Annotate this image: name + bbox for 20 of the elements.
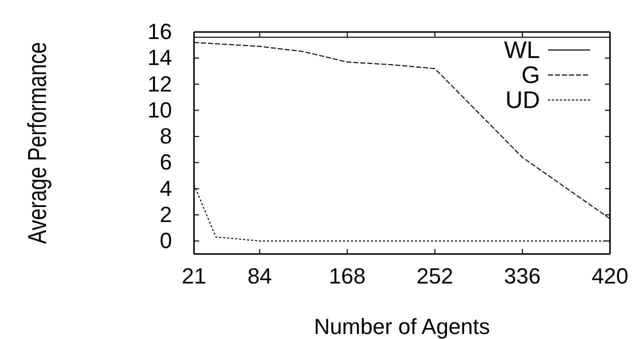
y-tick-label: 6	[160, 150, 172, 175]
x-tick-label: 21	[182, 264, 206, 289]
x-axis-title: Number of Agents	[314, 314, 490, 339]
legend-label: UD	[505, 87, 540, 114]
y-tick-label: 14	[148, 45, 172, 70]
y-tick-label: 12	[148, 71, 172, 96]
y-tick-label: 10	[148, 97, 172, 122]
legend-label: G	[521, 62, 540, 89]
y-axis-title: Average Performance	[22, 42, 52, 244]
y-tick-label: 0	[160, 228, 172, 253]
y-tick-label: 4	[160, 176, 172, 201]
x-tick-label: 252	[416, 264, 454, 289]
x-tick-label: 84	[247, 264, 272, 289]
y-tick-label: 16	[148, 19, 172, 44]
x-tick-label: 420	[592, 264, 628, 289]
y-tick-label: 2	[160, 202, 172, 227]
x-tick-label: 336	[504, 264, 541, 289]
x-tick-label: 168	[328, 264, 366, 289]
y-tick-label: 8	[160, 124, 172, 149]
legend-label: WL	[504, 37, 540, 64]
